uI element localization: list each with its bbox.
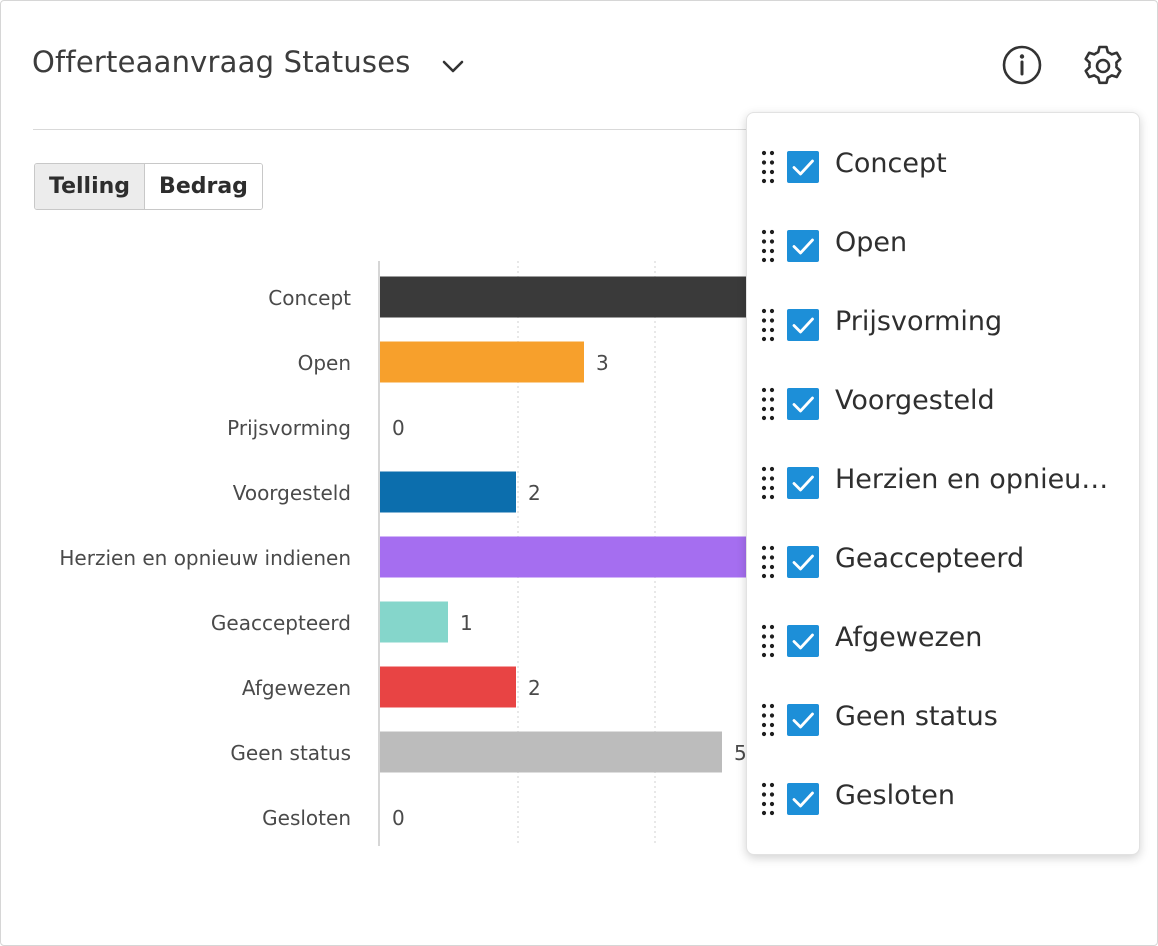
value-label: 0 [392, 806, 405, 830]
drag-handle-icon[interactable] [760, 545, 776, 579]
checkmark-icon [792, 317, 814, 334]
drag-handle-icon[interactable] [760, 466, 776, 500]
drag-handle-icon[interactable] [760, 150, 776, 184]
category-label: Geaccepteerd [211, 611, 351, 635]
drag-handle-icon[interactable] [760, 624, 776, 658]
series-item-label: Geen status [835, 701, 998, 732]
value-label: 2 [528, 481, 541, 505]
series-checkbox[interactable] [787, 230, 819, 262]
bar[interactable] [380, 536, 801, 578]
category-label: Voorgesteld [233, 481, 351, 505]
value-label: 1 [460, 611, 473, 635]
drag-handle-icon[interactable] [760, 308, 776, 342]
series-checkbox[interactable] [787, 309, 819, 341]
series-item: Prijsvorming [747, 295, 1141, 355]
checkmark-icon [792, 159, 814, 176]
series-item: Concept [747, 137, 1141, 197]
checkmark-icon [792, 712, 814, 729]
series-item-label: Geaccepteerd [835, 543, 1025, 574]
series-item: Voorgesteld [747, 374, 1141, 434]
checkmark-icon [792, 238, 814, 255]
category-label: Gesloten [262, 806, 351, 830]
header-divider [33, 129, 793, 130]
category-label: Afgewezen [242, 676, 351, 700]
series-item-label: Gesloten [835, 780, 955, 811]
value-label: 2 [528, 676, 541, 700]
drag-handle-icon[interactable] [760, 229, 776, 263]
series-checkbox[interactable] [787, 388, 819, 420]
series-item: Open [747, 216, 1141, 276]
checkmark-icon [792, 475, 814, 492]
category-label: Open [298, 351, 351, 375]
series-checkbox[interactable] [787, 704, 819, 736]
info-circle-icon[interactable] [999, 42, 1045, 88]
chevron-down-icon[interactable] [439, 53, 467, 81]
bar[interactable] [380, 731, 722, 773]
series-checkbox[interactable] [787, 783, 819, 815]
value-label: 5 [734, 741, 747, 765]
series-item: Afgewezen [747, 611, 1141, 671]
checkmark-icon [792, 396, 814, 413]
category-label: Concept [268, 286, 351, 310]
series-item: Herzien en opnieuw indienen [747, 453, 1141, 513]
series-item: Gesloten [747, 769, 1141, 829]
bar[interactable] [380, 471, 516, 513]
series-item: Geaccepteerd [747, 532, 1141, 592]
series-item-label: Open [835, 227, 908, 258]
widget-title: Offerteaanvraag Statuses [32, 45, 411, 79]
checkmark-icon [792, 554, 814, 571]
series-checkbox[interactable] [787, 151, 819, 183]
checkmark-icon [792, 791, 814, 808]
toggle-telling[interactable]: Telling [35, 164, 145, 209]
series-item-label: Herzien en opnieuw indienen [835, 464, 1127, 495]
bar[interactable] [380, 341, 584, 383]
series-item-label: Concept [835, 148, 947, 179]
series-settings-panel: Concept Open Prijsvorming Voorgesteld Herzie… [746, 112, 1140, 855]
series-item: Geen status [747, 690, 1141, 750]
drag-handle-icon[interactable] [760, 703, 776, 737]
series-checkbox[interactable] [787, 467, 819, 499]
series-item-label: Prijsvorming [835, 306, 1003, 337]
drag-handle-icon[interactable] [760, 387, 776, 421]
bar[interactable] [380, 666, 516, 708]
gear-icon[interactable] [1079, 42, 1127, 90]
checkmark-icon [792, 633, 814, 650]
value-label: 3 [596, 351, 609, 375]
status-bar-chart: Concept Open 3 Prijsvorming 0 Voorgesteld 2 Her… [59, 261, 801, 846]
series-item-label: Voorgesteld [835, 385, 995, 416]
category-label: Geen status [230, 741, 351, 765]
series-item-label: Afgewezen [835, 622, 983, 653]
bar[interactable] [380, 601, 448, 643]
category-label: Herzien en opnieuw indienen [59, 546, 351, 570]
metric-toggle: Telling Bedrag [34, 163, 263, 210]
value-label: 0 [392, 416, 405, 440]
toggle-bedrag[interactable]: Bedrag [144, 164, 262, 209]
series-checkbox[interactable] [787, 625, 819, 657]
series-checkbox[interactable] [787, 546, 819, 578]
drag-handle-icon[interactable] [760, 782, 776, 816]
bar[interactable] [380, 276, 801, 318]
category-label: Prijsvorming [227, 416, 351, 440]
